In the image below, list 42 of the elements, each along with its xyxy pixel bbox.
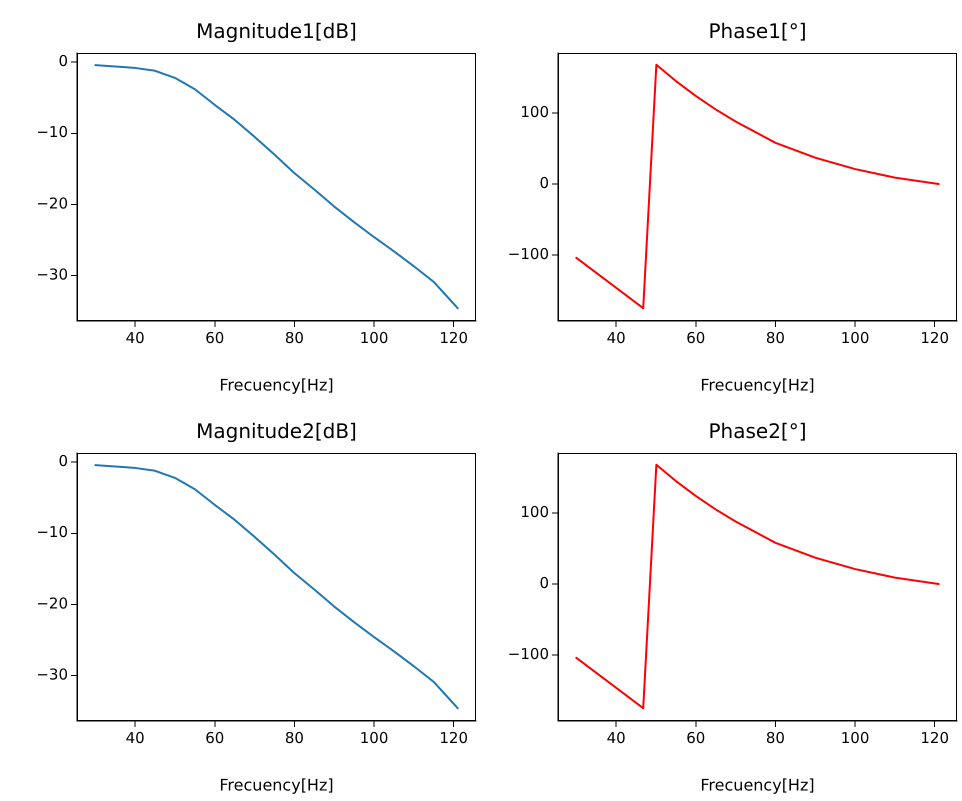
x-tick-label: 60 xyxy=(205,328,224,347)
x-axis-title: Frecuency[Hz] xyxy=(219,776,334,795)
y-tick-label: −30 xyxy=(36,665,68,684)
y-tick-label: 0 xyxy=(58,452,68,470)
x-tick-label: 80 xyxy=(766,328,785,347)
chart-title: Magnitude1[dB] xyxy=(196,19,357,44)
x-tick-label: 100 xyxy=(840,728,870,747)
x-tick-label: 60 xyxy=(686,328,706,347)
y-tick-label: 0 xyxy=(539,574,549,592)
y-tick-label: −10 xyxy=(36,123,68,142)
x-axis-title: Frecuency[Hz] xyxy=(219,376,334,395)
x-tick-label: 40 xyxy=(126,728,145,747)
x-tick-label: 120 xyxy=(920,728,950,747)
x-tick-label: 100 xyxy=(840,328,870,347)
x-tick-label: 80 xyxy=(284,728,304,747)
chart-title: Phase2[°] xyxy=(708,419,807,444)
x-tick-label: 80 xyxy=(766,728,785,747)
y-tick-label: 100 xyxy=(520,502,549,521)
x-tick-label: 120 xyxy=(439,328,468,347)
y-tick-label: −100 xyxy=(508,644,549,663)
x-tick-label: 40 xyxy=(606,328,626,347)
y-tick-label: −30 xyxy=(36,265,68,284)
x-tick-label: 40 xyxy=(606,728,626,747)
x-tick-label: 60 xyxy=(205,728,224,747)
chart-title: Magnitude2[dB] xyxy=(196,419,357,444)
x-tick-label: 60 xyxy=(686,728,706,747)
chart-title: Phase1[°] xyxy=(708,19,807,44)
x-tick-label: 80 xyxy=(284,328,304,347)
y-tick-label: 0 xyxy=(58,52,68,70)
y-tick-label: −20 xyxy=(36,194,68,212)
x-tick-label: 40 xyxy=(126,328,145,347)
x-tick-label: 120 xyxy=(439,728,468,747)
y-tick-label: 100 xyxy=(520,102,549,121)
x-axis-title: Frecuency[Hz] xyxy=(700,376,815,395)
x-tick-label: 100 xyxy=(360,728,388,747)
y-tick-label: −100 xyxy=(508,244,549,263)
x-tick-label: 120 xyxy=(920,328,950,347)
y-tick-label: 0 xyxy=(539,174,549,192)
x-tick-label: 100 xyxy=(360,328,388,347)
x-axis-title: Frecuency[Hz] xyxy=(700,776,815,795)
y-tick-label: −20 xyxy=(36,594,68,612)
y-tick-label: −10 xyxy=(36,523,68,542)
